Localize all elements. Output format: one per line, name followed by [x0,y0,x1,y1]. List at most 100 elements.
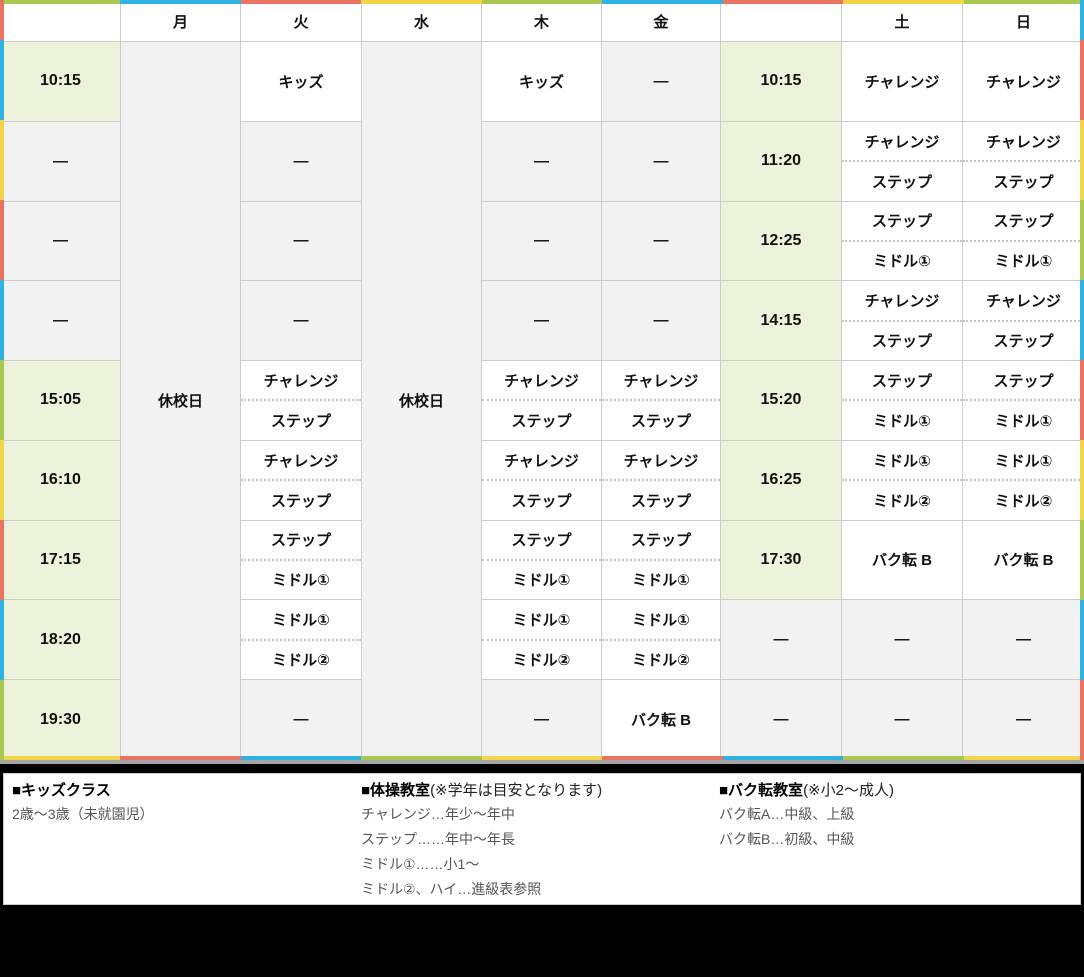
time-cell-right: ― [720,599,842,681]
class-cell-fri: ― [601,200,721,282]
day-header-sat: 土 [841,0,963,42]
class-cell-thu: ― [481,679,602,760]
class-label: ミドル① [963,399,1084,439]
class-label: ミドル① [602,558,720,599]
class-cell-sun: ステップミドル① [962,360,1084,441]
class-label: キッズ [278,73,324,91]
edge-strip [963,756,1084,760]
edge-strip [0,360,4,440]
legend-taisou-note: (※学年は目安となります) [430,782,603,799]
edge-strip [602,0,723,4]
class-cell-thu: ステップ ミドル① [481,519,602,601]
class-label: ミドル① [272,612,330,630]
class-cell-fri: ミドル① ミドル② [601,599,721,681]
legend-section: ■キッズクラス 2歳〜3歳（未就園児） ■体操教室(※学年は目安となります) チ… [0,764,1084,977]
class-label: ステップ [993,372,1054,390]
time-cell-right: 17:30 [720,519,842,601]
time-cell-left: ― [0,280,121,362]
time-cell-right: 12:25 [720,200,842,282]
class-label: チャレンジ [504,452,579,470]
class-label: ミドル① [512,612,571,630]
class-label: チャレンジ [864,133,940,151]
edge-strip [361,756,482,760]
day-header-mon: 月 [120,0,241,42]
class-cell-tue: ― [240,120,362,202]
legend-taisou-heading: ■体操教室(※学年は目安となります) [361,780,719,802]
time-cell-right: ― [720,679,842,760]
edge-strip [0,0,4,40]
schedule-table: 月 火 水 木 金 土 日 10:15 休校日 キッズ 休校日 キッズ ― 10… [0,0,1084,760]
class-label: ミドル① [873,452,931,470]
class-cell-sun: チャレンジ ステップ [962,280,1084,362]
class-label: ― [653,232,669,250]
legend-taisou-title: ■体操教室 [361,782,431,799]
edge-strip [0,600,4,680]
class-label: ミドル① [241,558,361,599]
edge-strip [1080,120,1084,200]
class-cell-thu: ― [481,120,602,202]
class-cell-fri: ― [601,280,721,362]
edge-strip [1080,200,1084,280]
time-column-header-right [720,0,842,42]
class-cell-sun: ― [962,679,1084,760]
class-label: バク転 B [630,712,691,730]
class-cell-sat: チャレンジ ステップ [841,280,963,362]
table-row: 16:10 チャレンジ ステップ チャレンジ ステップ チャレンジ ステップ 16:2… [0,439,1084,521]
edge-strip [0,0,121,4]
time-cell-left: 15:05 [0,360,121,441]
legend-kids-body: 2歳〜3歳（未就園児） [12,802,361,827]
edge-strip [1080,280,1084,360]
class-label: ステップ [482,479,601,519]
class-cell-sat: チャレンジ ステップ [841,120,963,202]
edge-strip [843,756,964,760]
class-label: チャレンジ [623,372,699,390]
class-label: ― [293,232,309,250]
time-cell-right: 15:20 [720,360,842,441]
table-row: 15:05 チャレンジ ステップ チャレンジ ステップ チャレンジ ステップ 15:2… [0,360,1084,441]
class-label: チャレンジ [263,372,339,390]
class-label: ステップ [842,160,962,200]
class-label: ― [293,711,309,729]
legend-bakuten-body: バク転A…中級、上級 バク転B…初級、中級 [719,802,1080,852]
edge-strip [240,756,362,760]
time-cell-left: ― [0,200,121,282]
time-cell-left: ― [0,120,121,202]
class-label: ステップ [482,399,601,439]
edge-strip [0,40,4,120]
class-label: ステップ [871,213,932,231]
edge-strip [481,756,603,760]
class-cell-tue: キッズ [240,41,362,122]
class-label: ― [534,232,549,250]
legend-line: バク転A…中級、上級 [719,806,855,822]
class-cell-fri: バク転 B [601,679,721,760]
class-label: ステップ [630,532,691,550]
class-cell-tue: ミドル① ミドル② [240,599,362,681]
class-label: ステップ [602,399,720,439]
edge-strip [240,0,362,4]
class-label: チャレンジ [864,293,940,311]
class-cell-thu: チャレンジ ステップ [481,360,602,441]
class-cell-sun: ステップ ミドル① [962,200,1084,282]
edge-strip [1080,680,1084,760]
class-cell-sun: ミドル① ミドル② [962,439,1084,521]
legend-line: ミドル②、ハイ…進級表参照 [361,881,542,897]
class-cell-thu: ― [481,280,602,362]
class-label: ミドル① [842,239,962,280]
class-label: ミドル② [602,638,720,679]
class-cell-tue: ― [240,200,362,282]
closed-cell-mon: 休校日 [120,41,241,760]
legend-bakuten-note: (※小2〜成人) [803,782,894,799]
class-label: ステップ [963,319,1084,360]
day-header-sun: 日 [962,0,1084,42]
class-label: ― [653,312,669,330]
class-label: チャレンジ [864,73,940,91]
class-cell-sun: バク転 B [962,519,1084,601]
class-label: ミドル② [842,479,962,519]
class-label: チャレンジ [263,452,339,470]
legend-line: チャレンジ…年少〜年中 [361,806,515,822]
class-label: ― [1016,631,1031,649]
class-cell-thu: チャレンジ ステップ [481,439,602,521]
legend-kids: ■キッズクラス 2歳〜3歳（未就園児） [4,774,361,904]
class-label: ミドル② [963,479,1084,519]
edge-strip [843,0,964,4]
